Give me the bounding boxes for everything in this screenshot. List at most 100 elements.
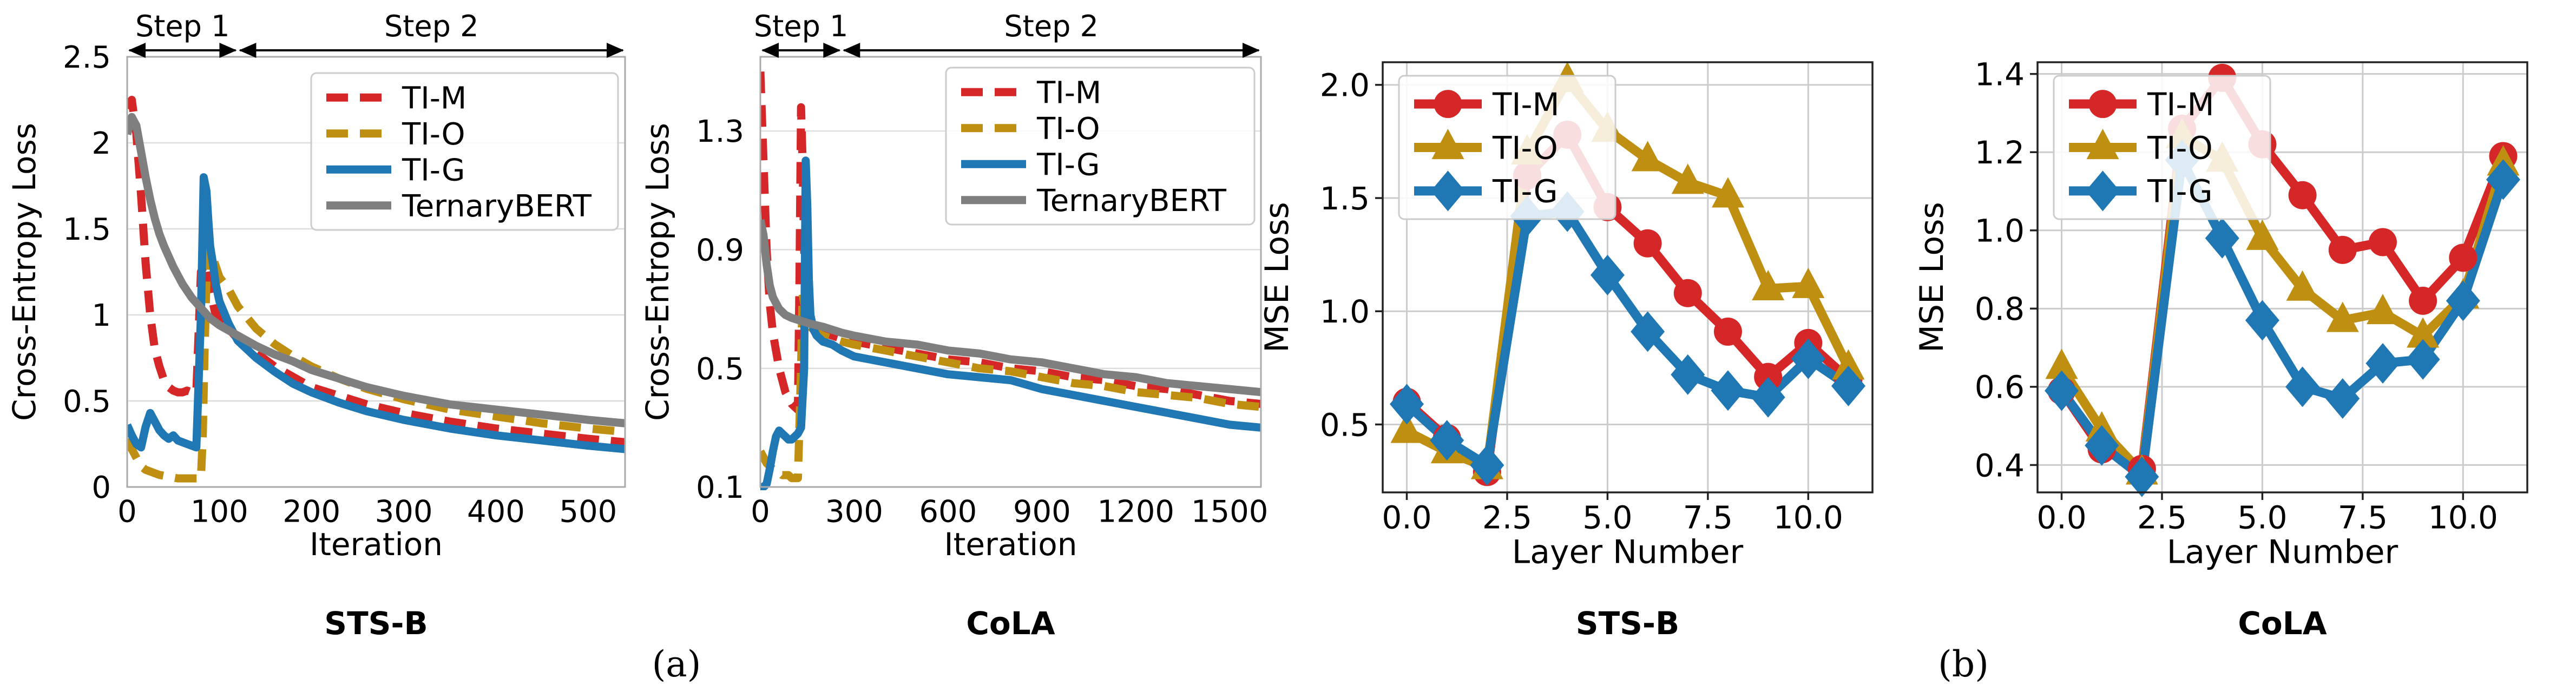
chart3-point-ti-g-7: [2325, 378, 2360, 419]
chart2-legend-label-ti-o: TI-O: [1492, 129, 1558, 166]
chart1-legend-label-ti-m: TI-M: [1036, 75, 1101, 110]
chart1-legend-label-ti-o: TI-O: [1036, 111, 1100, 147]
chart1-legend-box: [945, 67, 1256, 226]
chart0-step2-arrowhead-right: [607, 43, 624, 58]
panel-a-label: (a): [652, 643, 701, 685]
chart0-ytick-label-5: 2.5: [63, 40, 111, 75]
chart1-step2-arrowhead-right: [1243, 43, 1260, 58]
chart2-legend-marker-ti-g: [1431, 170, 1465, 212]
chart3-legend-marker-ti-m: [2088, 90, 2117, 118]
chart3-point-ti-o-9: [2407, 317, 2440, 348]
chart1-step2-label: Step 2: [1004, 9, 1098, 43]
chart2-point-ti-o-6: [1631, 141, 1664, 172]
chart2-point-ti-o-9: [1752, 269, 1785, 301]
chart2-caption: STS-B: [1576, 605, 1679, 642]
chart1-xtick-label-1: 300: [825, 494, 883, 529]
chart3-point-ti-g-1: [2085, 425, 2119, 466]
chart0-xtick-label-4: 400: [467, 494, 525, 529]
chart2-point-ti-o-7: [1671, 163, 1704, 194]
chart-cola-cross-entropy: 0.1 0.5 0.9 1.3 0 300 600 900 1200 1500 Iteration C…: [639, 9, 1268, 642]
chart0-xtick-label-2: 200: [282, 494, 340, 529]
chart3-xtick-label-3: 7.5: [2338, 499, 2388, 536]
chart0-ytick-label-2: 1: [91, 298, 111, 333]
chart0-ytick-label-3: 1.5: [63, 212, 111, 247]
chart1-legend-label-ti-g: TI-G: [1036, 147, 1100, 182]
chart1-xlabel: Iteration: [944, 526, 1077, 563]
chart1-xtick-label-0: 0: [751, 494, 770, 529]
chart2-legend-marker-ti-m: [1434, 90, 1462, 118]
chart2-point-ti-g-10: [1791, 338, 1825, 379]
chart0-frame: [126, 56, 626, 488]
chart3-xlabel: Layer Number: [2167, 534, 2398, 571]
chart2-xtick-label-1: 2.5: [1482, 499, 1532, 536]
chart3-legend-marker-ti-o: [2086, 129, 2119, 160]
chart1-ytick-label-0: 0.1: [696, 470, 744, 505]
chart1-xtick-label-5: 1500: [1191, 494, 1269, 529]
chart3-legend-marker-ti-g: [2086, 170, 2120, 212]
chart2-point-ti-g-9: [1751, 377, 1785, 418]
chart2-ylabel: MSE Loss: [1258, 202, 1296, 352]
chart0-step2-arrowhead-left: [239, 43, 257, 58]
chart3-ytick-label-2: 0.8: [1975, 291, 2025, 327]
chart3-legend-label-ti-g: TI-G: [2147, 173, 2213, 210]
chart0-ytick-label-1: 0.5: [63, 384, 111, 419]
chart3-ylabel: MSE Loss: [1913, 202, 1951, 352]
chart1-ytick-label-2: 0.9: [696, 233, 744, 268]
chart0-xtick-label-0: 0: [117, 494, 137, 529]
chart0-step1-label: Step 1: [135, 9, 229, 43]
chart0-legend-box: [310, 72, 619, 231]
chart1-xtick-label-3: 900: [1013, 494, 1071, 529]
chart0-line-ti-m: [127, 96, 625, 446]
chart2-point-ti-g-7: [1671, 354, 1705, 395]
chart1-legend-label-ternarybert: TernaryBERT: [1036, 183, 1227, 219]
chart2-point-ti-g-0: [1390, 384, 1424, 425]
chart2-point-ti-o-10: [1792, 267, 1825, 298]
chart1-step2-arrowhead-left: [843, 43, 860, 58]
chart3-xtick-label-2: 5.0: [2237, 499, 2287, 536]
chart2-point-ti-m-6: [1633, 229, 1662, 258]
chart3-point-ti-m-7: [2328, 235, 2357, 264]
chart0-caption: STS-B: [324, 605, 428, 642]
chart0-ytick-label-0: 0: [91, 470, 111, 505]
chart3-point-ti-o-0: [2045, 348, 2078, 379]
chart2-xtick-label-2: 5.0: [1582, 499, 1632, 536]
chart0-series-group: [127, 96, 625, 483]
chart0-line-ti-g: [127, 173, 625, 453]
chart0-legend-label-ti-g: TI-G: [402, 153, 465, 188]
chart3-legend-label-ti-m: TI-M: [2147, 86, 2214, 123]
chart0-line-ternarybert: [127, 113, 625, 427]
chart3-caption: CoLA: [2238, 605, 2327, 642]
chart0-xtick-label-3: 300: [375, 494, 433, 529]
chart2-line-ti-g: [1403, 207, 1851, 470]
chart1-xtick-label-2: 600: [919, 494, 977, 529]
chart3-point-ti-g-10: [2446, 280, 2480, 321]
chart2-point-ti-o-0: [1390, 412, 1423, 443]
chart2-legend-label-ti-g: TI-G: [1492, 173, 1558, 210]
chart3-xtick-label-4: 10.0: [2428, 499, 2498, 536]
chart2-point-ti-g-6: [1631, 311, 1665, 352]
chart2-point-ti-g-8: [1711, 370, 1745, 411]
chart3-point-ti-m-10: [2449, 243, 2478, 272]
chart2-point-ti-m-7: [1673, 279, 1702, 307]
chart2-point-ti-g-2: [1470, 445, 1504, 486]
chart3-point-ti-o-7: [2326, 301, 2359, 332]
chart3-point-ti-g-11: [2486, 159, 2520, 200]
chart2-point-ti-m-8: [1713, 317, 1742, 346]
panel-b-label: (b): [1938, 643, 1989, 685]
chart2-xtick-label-0: 0.0: [1382, 499, 1431, 536]
chart2-point-ti-g-11: [1831, 365, 1865, 406]
chart0-step2-label: Step 2: [384, 9, 478, 43]
chart0-legend-label-ternarybert: TernaryBERT: [402, 189, 592, 224]
chart2-point-ti-o-11: [1832, 349, 1865, 380]
chart1-step1-arrowhead-right: [823, 43, 841, 58]
chart3-point-ti-o-8: [2366, 294, 2399, 325]
chart3-point-ti-m-8: [2368, 228, 2397, 256]
chart1-line-ternarybert: [760, 219, 1261, 397]
chart-stsb-mse: 0.5 1.0 1.5 2.0 0.0 2.5 5.0 7.5 10.0 Layer Number…: [1258, 61, 1874, 642]
chart3-frame-dark: [2036, 61, 2528, 493]
chart0-xtick-label-5: 500: [559, 494, 617, 529]
chart3-point-ti-m-6: [2288, 181, 2317, 209]
chart2-ytick-label-2: 1.5: [1320, 180, 1370, 217]
chart1-ytick-label-3: 1.3: [696, 114, 744, 149]
